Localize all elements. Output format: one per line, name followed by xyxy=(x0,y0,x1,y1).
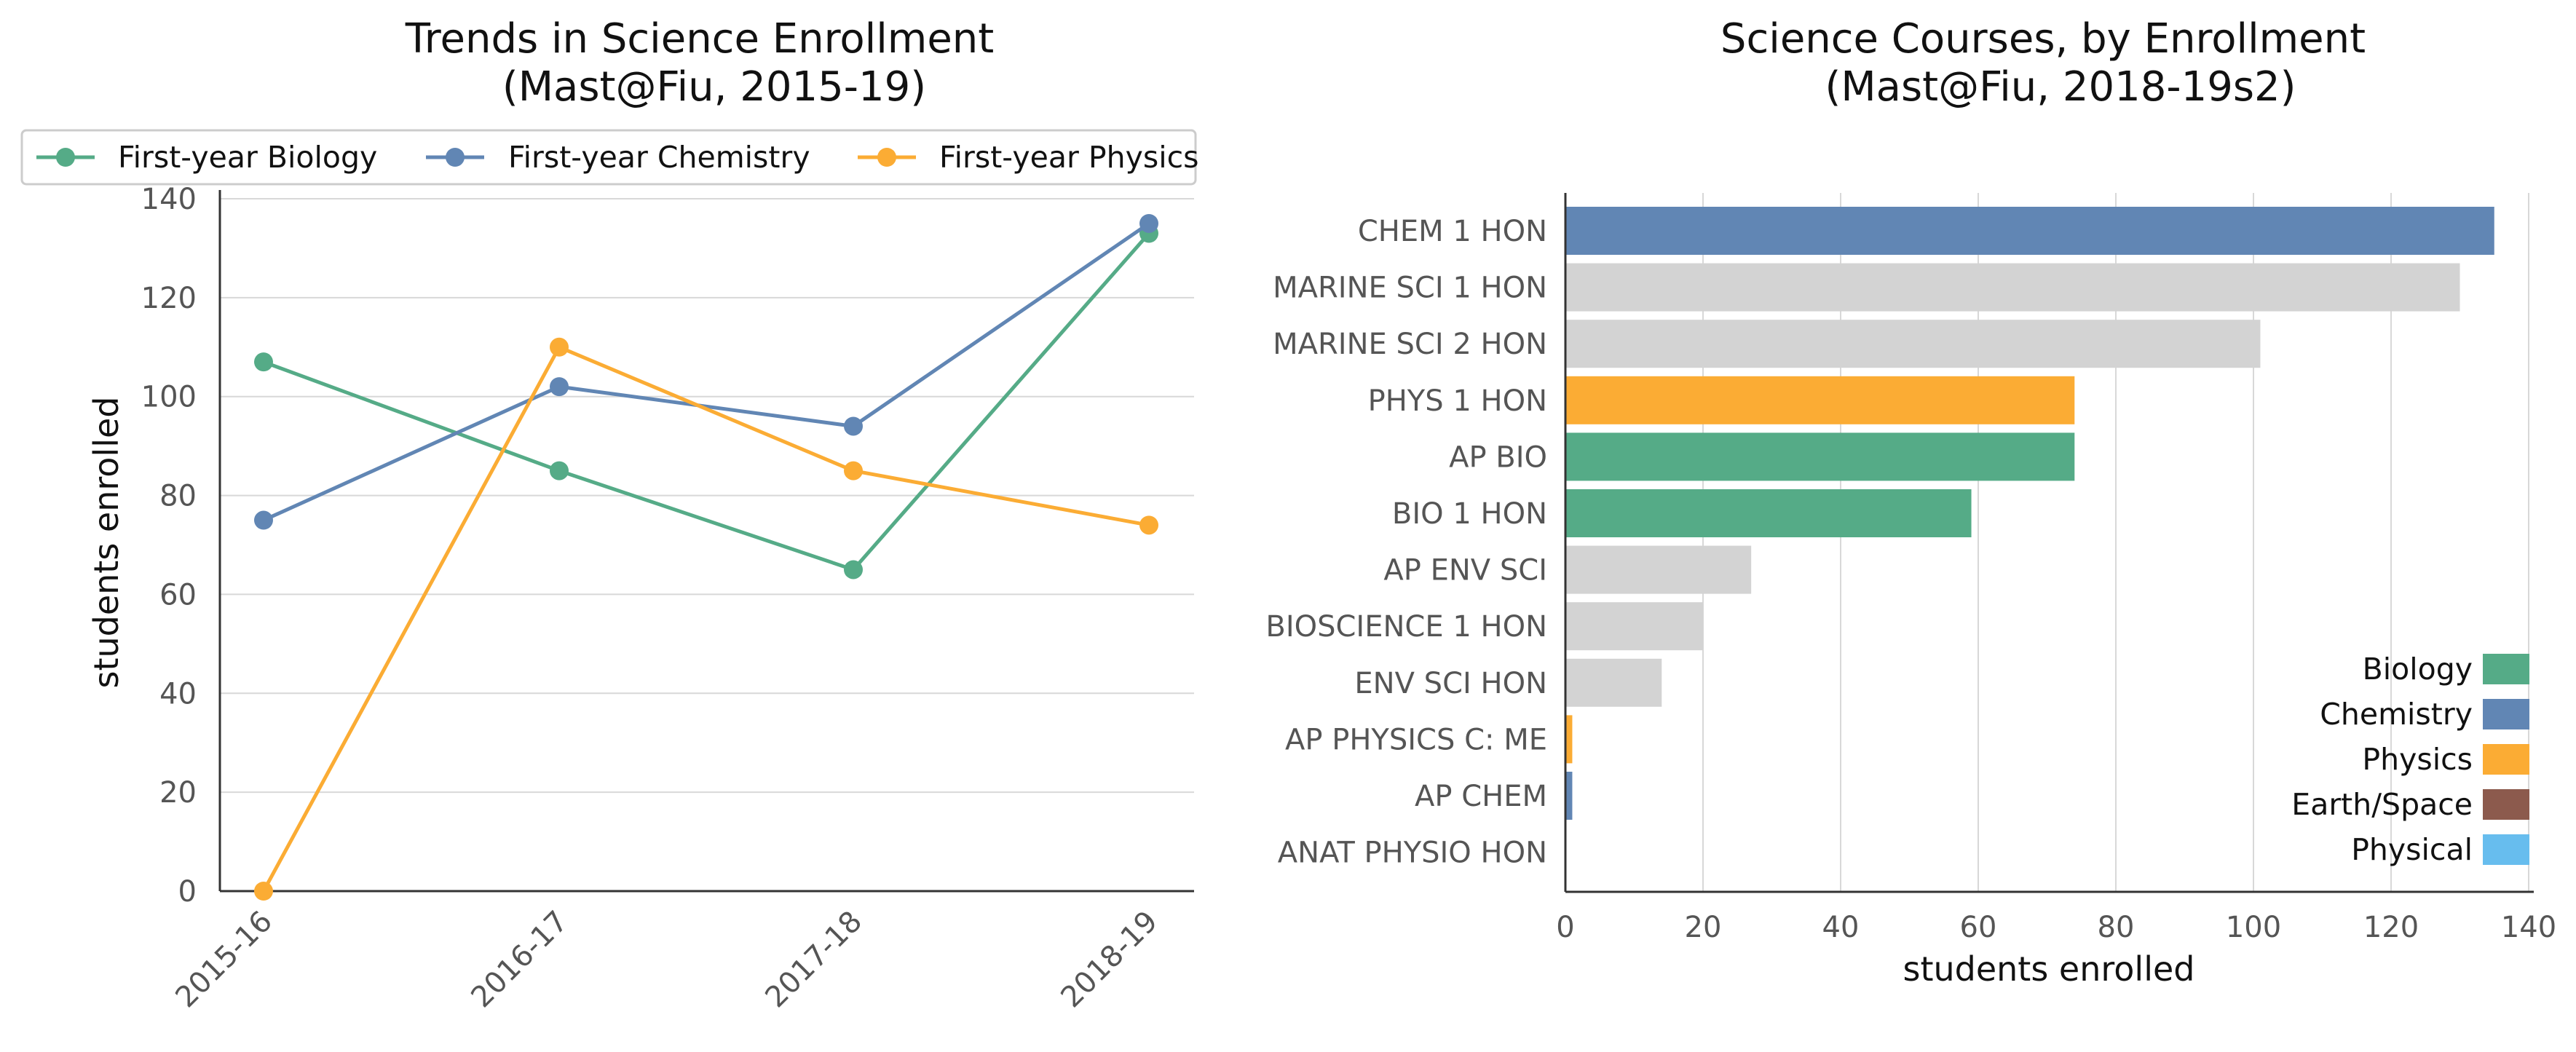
bar xyxy=(1565,376,2075,424)
x-tick-label: 40 xyxy=(1822,911,1860,944)
x-tick-label: 2015-16 xyxy=(169,905,279,1015)
bar xyxy=(1565,320,2261,368)
y-tick-label: 60 xyxy=(159,578,197,612)
y-tick-label: 100 xyxy=(141,381,197,414)
bar xyxy=(1565,545,1752,594)
bar-chart-x-axis-label: students enrolled xyxy=(1903,949,2195,989)
y-tick-label: 0 xyxy=(178,875,197,909)
data-point xyxy=(1139,213,1158,233)
series-line xyxy=(261,344,1150,893)
legend-label: First-year Biology xyxy=(118,140,377,175)
legend-frame xyxy=(20,129,1197,186)
line-chart-y-ticks: 0 20 40 60 80 100 120 140 xyxy=(141,183,197,909)
legend-label: Chemistry xyxy=(2320,697,2473,732)
x-tick-label: 0 xyxy=(1556,911,1574,944)
legend-label: First-year Chemistry xyxy=(508,140,810,175)
bar-chart-axes xyxy=(1564,193,2534,893)
x-tick-label: 120 xyxy=(2363,911,2419,944)
legend-label: Physics xyxy=(2362,742,2473,777)
legend-swatch xyxy=(2483,789,2529,820)
category-label: ANAT PHYSIO HON xyxy=(1278,837,1547,870)
y-tick-label: 40 xyxy=(159,677,197,711)
series-line xyxy=(263,232,1150,572)
data-point xyxy=(550,377,569,397)
y-tick-label: 120 xyxy=(141,282,197,315)
y-tick-label: 20 xyxy=(159,776,197,810)
line-chart-series xyxy=(254,213,1158,901)
x-tick-label: 2017-18 xyxy=(759,905,869,1015)
x-tick-label: 2018-19 xyxy=(1054,905,1164,1015)
bar-chart-category-labels: CHEM 1 HON MARINE SCI 1 HON MARINE SCI 2 H… xyxy=(1265,215,1547,870)
category-label: CHEM 1 HON xyxy=(1358,215,1547,248)
category-label: BIOSCIENCE 1 HON xyxy=(1265,610,1547,644)
line-chart-legend: First-year Biology First-year Chemistry Fi… xyxy=(20,129,1199,186)
legend-swatch xyxy=(2483,699,2529,729)
category-label: AP ENV SCI xyxy=(1383,554,1547,588)
category-label: PHYS 1 HON xyxy=(1368,384,1547,418)
y-tick-label: 140 xyxy=(141,183,197,216)
legend-label: First-year Physics xyxy=(939,140,1199,175)
legend-label: Earth/Space xyxy=(2291,787,2473,822)
data-point xyxy=(254,352,273,372)
category-label: MARINE SCI 2 HON xyxy=(1273,328,1547,361)
category-label: MARINE SCI 1 HON xyxy=(1273,272,1547,305)
category-label: ENV SCI HON xyxy=(1354,667,1547,700)
series-line xyxy=(262,221,1150,522)
legend-swatch xyxy=(2483,654,2529,684)
data-point xyxy=(254,510,273,530)
x-tick-label: 100 xyxy=(2226,911,2281,944)
data-point xyxy=(844,416,863,436)
bar xyxy=(1565,432,2075,481)
category-label: AP CHEM xyxy=(1415,780,1547,813)
bar xyxy=(1565,489,1972,537)
line-chart-subtitle: (Mast@Fiu, 2015-19) xyxy=(502,63,926,111)
legend-swatch xyxy=(2483,834,2529,865)
legend-swatch-marker xyxy=(446,148,465,167)
data-point xyxy=(550,461,569,480)
bar-chart-title: Science Courses, by Enrollment xyxy=(1720,15,2366,63)
legend-label: Biology xyxy=(2363,652,2473,687)
x-tick-label: 2016-17 xyxy=(465,905,574,1015)
legend-swatch-marker xyxy=(56,148,75,167)
data-point xyxy=(550,337,569,357)
bar-chart-legend: Biology Chemistry Physics Earth/Space Physic… xyxy=(2291,652,2529,867)
category-label: AP PHYSICS C: ME xyxy=(1285,723,1547,756)
legend-swatch xyxy=(2483,744,2529,775)
x-tick-label: 140 xyxy=(2501,911,2556,944)
line-chart-axes xyxy=(218,190,1194,893)
x-tick-label: 80 xyxy=(2098,911,2135,944)
data-point xyxy=(254,882,273,901)
bar-chart-bars xyxy=(1565,207,2494,820)
x-tick-label: 60 xyxy=(1960,911,1997,944)
bar xyxy=(1565,715,1573,764)
bar xyxy=(1565,263,2460,312)
data-point xyxy=(844,461,863,480)
line-chart-x-ticks: 2015-16 2016-17 2017-18 2018-19 xyxy=(169,905,1164,1015)
data-point xyxy=(1139,515,1158,535)
bar xyxy=(1565,772,1573,820)
line-chart-y-axis-label: students enrolled xyxy=(87,397,126,689)
bar-chart-subtitle: (Mast@Fiu, 2018-19s2) xyxy=(1825,63,2296,111)
line-chart: Trends in Science Enrollment (Mast@Fiu, … xyxy=(20,15,1199,1015)
category-label: AP BIO xyxy=(1449,440,1547,474)
legend-swatch-marker xyxy=(877,148,896,167)
y-tick-label: 80 xyxy=(159,480,197,513)
x-tick-label: 20 xyxy=(1685,911,1722,944)
bar xyxy=(1565,207,2494,255)
legend-label: Physical xyxy=(2351,832,2473,867)
category-label: BIO 1 HON xyxy=(1392,497,1547,531)
bar-chart: Science Courses, by Enrollment (Mast@Fiu… xyxy=(1265,15,2556,989)
data-point xyxy=(844,560,863,580)
bar-chart-x-ticks: 0 20 40 60 80 100 120 140 xyxy=(1556,911,2556,944)
line-chart-gridlines xyxy=(220,198,1194,794)
bar xyxy=(1565,602,1703,651)
bar xyxy=(1565,658,1662,707)
line-chart-title: Trends in Science Enrollment xyxy=(405,15,994,63)
